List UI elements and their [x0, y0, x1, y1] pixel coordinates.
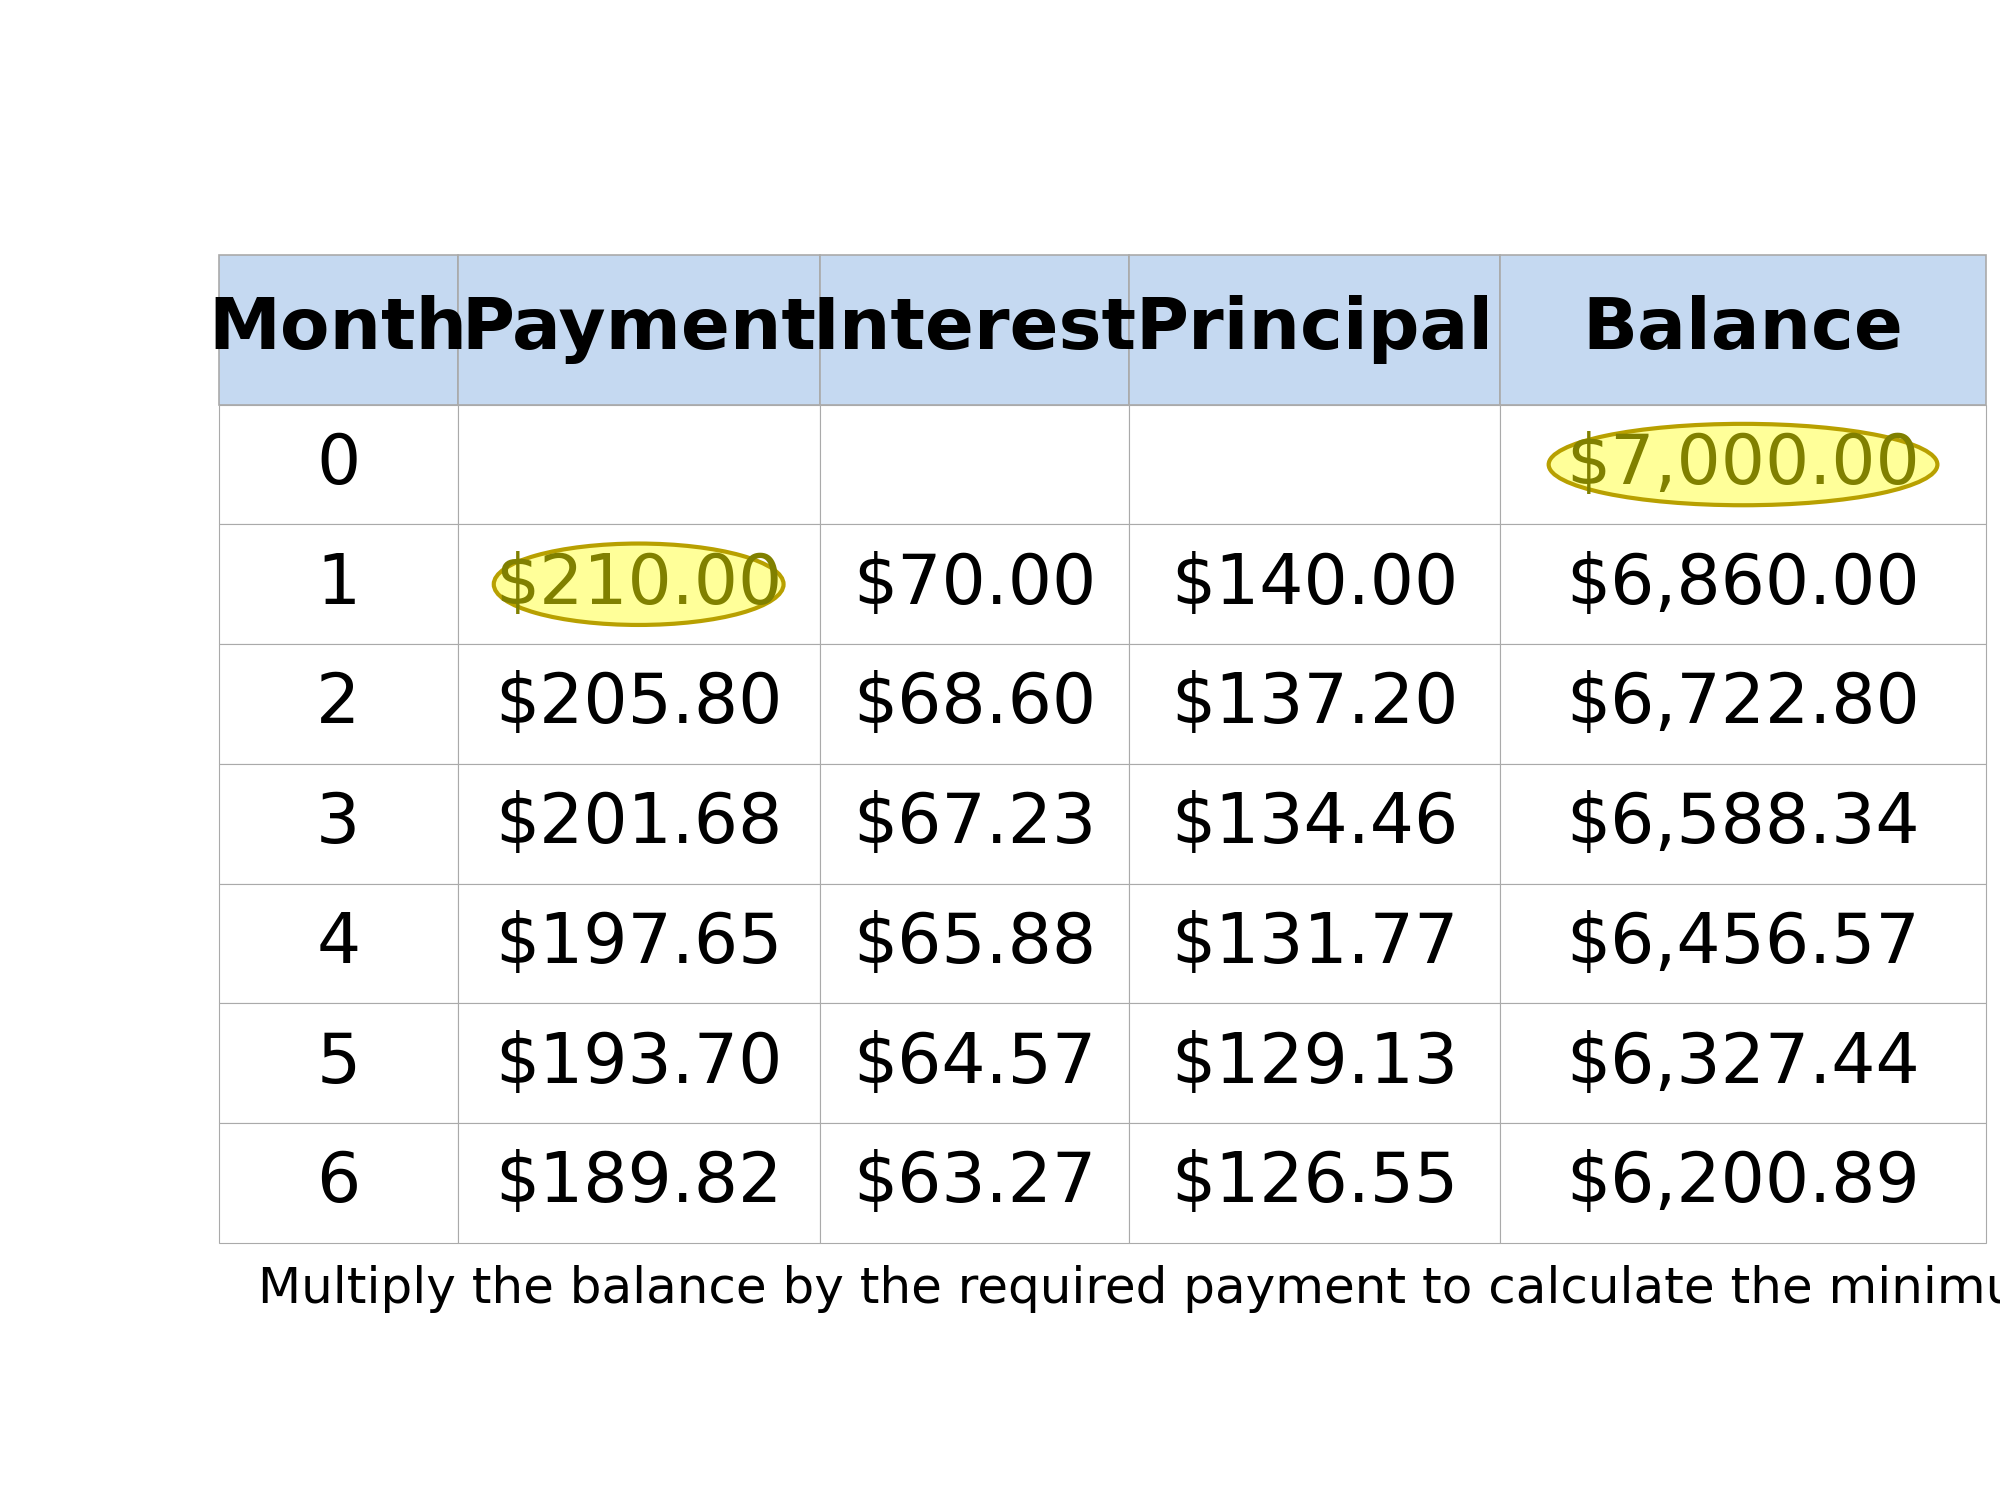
Bar: [820, 1124, 1130, 1242]
Text: 6: 6: [316, 1149, 360, 1216]
Text: Interest: Interest: [812, 296, 1136, 364]
Text: $6,588.34: $6,588.34: [1566, 790, 1920, 856]
Text: $210.00: $210.00: [496, 550, 782, 618]
Text: $6,860.00: $6,860.00: [1566, 550, 1920, 618]
Text: Principal: Principal: [1136, 296, 1494, 364]
Bar: [820, 405, 1130, 525]
Bar: [1500, 764, 1986, 884]
Bar: [1500, 1004, 1986, 1124]
Bar: [1130, 1124, 1500, 1242]
Text: $64.57: $64.57: [852, 1029, 1096, 1096]
Bar: [458, 1004, 820, 1124]
Text: $189.82: $189.82: [496, 1149, 782, 1216]
Bar: [1500, 644, 1986, 764]
Bar: [1130, 764, 1500, 884]
Text: Month: Month: [208, 296, 468, 364]
Bar: [1500, 1124, 1986, 1242]
Text: $134.46: $134.46: [1170, 790, 1458, 856]
Bar: [820, 1004, 1130, 1124]
Text: $6,456.57: $6,456.57: [1566, 910, 1920, 976]
Text: $205.80: $205.80: [494, 670, 782, 738]
Bar: [458, 644, 820, 764]
Bar: [1500, 255, 1986, 405]
Text: $129.13: $129.13: [1170, 1029, 1458, 1096]
Bar: [1500, 525, 1986, 644]
Bar: [1130, 644, 1500, 764]
Text: $197.65: $197.65: [494, 910, 782, 976]
Text: $131.77: $131.77: [1170, 910, 1458, 976]
Bar: [820, 644, 1130, 764]
Bar: [458, 405, 820, 525]
Text: $193.70: $193.70: [494, 1029, 782, 1096]
Text: $140.00: $140.00: [1170, 550, 1458, 618]
Text: $6,327.44: $6,327.44: [1566, 1029, 1920, 1096]
Text: $70.00: $70.00: [852, 550, 1096, 618]
Text: 1: 1: [316, 550, 360, 618]
Bar: [220, 884, 458, 1004]
Text: $126.55: $126.55: [1170, 1149, 1458, 1216]
Text: 4: 4: [316, 910, 360, 976]
Bar: [1130, 884, 1500, 1004]
Bar: [220, 644, 458, 764]
Bar: [220, 525, 458, 644]
Bar: [220, 1004, 458, 1124]
Bar: [220, 1124, 458, 1242]
Text: Payment: Payment: [462, 296, 816, 364]
Text: $6,200.89: $6,200.89: [1566, 1149, 1920, 1216]
Text: $137.20: $137.20: [1170, 670, 1458, 738]
Bar: [458, 1124, 820, 1242]
Text: $68.60: $68.60: [852, 670, 1096, 738]
Bar: [458, 525, 820, 644]
Text: $7,000.00: $7,000.00: [1566, 430, 1920, 498]
Bar: [1500, 405, 1986, 525]
Bar: [458, 764, 820, 884]
Bar: [220, 405, 458, 525]
Text: $6,722.80: $6,722.80: [1566, 670, 1920, 738]
Text: Balance: Balance: [1582, 296, 1904, 364]
Bar: [820, 255, 1130, 405]
Ellipse shape: [494, 543, 784, 626]
Text: $63.27: $63.27: [852, 1149, 1096, 1216]
Bar: [1500, 884, 1986, 1004]
Text: 3: 3: [316, 790, 360, 856]
Bar: [820, 884, 1130, 1004]
Text: 2: 2: [316, 670, 360, 738]
Bar: [1130, 405, 1500, 525]
Bar: [1130, 1004, 1500, 1124]
Bar: [820, 764, 1130, 884]
Text: $67.23: $67.23: [852, 790, 1096, 856]
Bar: [220, 764, 458, 884]
Text: $65.88: $65.88: [852, 910, 1096, 976]
Text: 0: 0: [316, 430, 360, 498]
Text: Multiply the balance by the required payment to calculate the minimum payment: Multiply the balance by the required pay…: [258, 1264, 2000, 1312]
Text: 5: 5: [316, 1029, 360, 1096]
Bar: [220, 255, 458, 405]
Bar: [1130, 525, 1500, 644]
Bar: [1130, 255, 1500, 405]
Bar: [458, 255, 820, 405]
Ellipse shape: [1548, 424, 1938, 506]
Text: $201.68: $201.68: [496, 790, 782, 856]
Bar: [458, 884, 820, 1004]
Bar: [820, 525, 1130, 644]
